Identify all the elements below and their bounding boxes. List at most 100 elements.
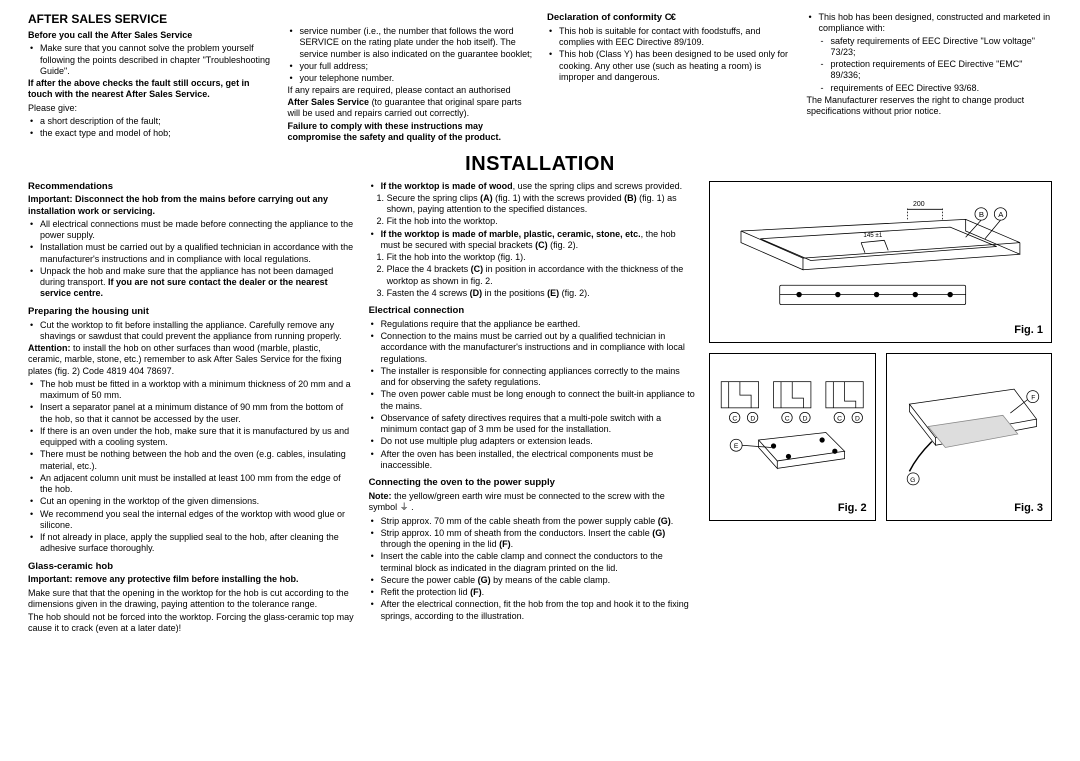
list-item: We recommend you seal the internal edges… <box>40 509 355 532</box>
installation-title: INSTALLATION <box>28 152 1052 177</box>
before-call-list: Make sure that you cannot solve the prob… <box>28 43 274 77</box>
figure-3: F G Fig. 3 <box>886 353 1052 521</box>
prep-list: The hob must be fitted in a worktop with… <box>28 379 355 555</box>
electrical-heading: Electrical connection <box>369 305 696 317</box>
elec-list: Regulations require that the appliance b… <box>369 319 696 471</box>
list-item: Regulations require that the appliance b… <box>381 319 696 330</box>
service-info-col: service number (i.e., the number that fo… <box>288 12 534 146</box>
list-item: This hob (Class Y) has been designed to … <box>559 49 793 83</box>
attention-para: Attention: to install the hob on other s… <box>28 343 355 377</box>
svg-text:C: C <box>733 415 738 422</box>
list-item: Strip approx. 70 mm of the cable sheath … <box>381 516 696 527</box>
wood-steps: Secure the spring clips (A) (fig. 1) wit… <box>369 193 696 228</box>
preparing-heading: Preparing the housing unit <box>28 306 355 318</box>
list-item: Fasten the 4 screws (D) in the positions… <box>387 288 696 299</box>
svg-text:B: B <box>979 210 984 219</box>
svg-text:145 ±1: 145 ±1 <box>864 232 883 239</box>
top-section: AFTER SALES SERVICE Before you call the … <box>28 12 1052 146</box>
failure-warning: Failure to comply with these instruction… <box>288 121 534 144</box>
list-item: Cut an opening in the worktop of the giv… <box>40 496 355 507</box>
service-list: service number (i.e., the number that fo… <box>288 26 534 84</box>
list-item: a short description of the fault; <box>40 116 274 127</box>
declaration-list: This hob is suitable for contact with fo… <box>547 26 793 83</box>
list-item: your full address; <box>300 61 534 72</box>
list-item: If the worktop is made of wood, use the … <box>381 181 696 192</box>
fig2-svg: C D C D C D <box>710 354 874 520</box>
figure-1: B A 200 145 ±1 Fig. 1 <box>709 181 1052 343</box>
list-item: Make sure that you cannot solve the prob… <box>40 43 274 77</box>
svg-text:C: C <box>837 415 842 422</box>
svg-text:200: 200 <box>913 201 925 208</box>
fig2-caption: Fig. 2 <box>838 502 867 516</box>
list-item: Observance of safety directives requires… <box>381 413 696 436</box>
after-sales-col: AFTER SALES SERVICE Before you call the … <box>28 12 274 146</box>
svg-text:C: C <box>785 415 790 422</box>
after-sales-heading: AFTER SALES SERVICE <box>28 12 274 27</box>
list-item: This hob is suitable for contact with fo… <box>559 26 793 49</box>
list-item: After the electrical connection, fit the… <box>381 599 696 622</box>
svg-text:D: D <box>803 415 808 422</box>
list-item: The hob must be fitted in a worktop with… <box>40 379 355 402</box>
please-give: Please give: <box>28 103 274 114</box>
stone-steps: Fit the hob into the worktop (fig. 1). P… <box>369 252 696 299</box>
list-item: The installer is responsible for connect… <box>381 366 696 389</box>
declaration-heading: Declaration of conformity C€ <box>547 12 793 24</box>
svg-text:E: E <box>734 443 739 450</box>
list-item: Fit the hob into the worktop. <box>387 216 696 227</box>
recommendations-heading: Recommendations <box>28 181 355 193</box>
install-col-2: If the worktop is made of wood, use the … <box>369 181 696 637</box>
compliance-list: This hob has been designed, constructed … <box>807 12 1053 94</box>
manufacturer-note: The Manufacturer reserves the right to c… <box>807 95 1053 118</box>
list-item: your telephone number. <box>300 73 534 84</box>
list-item: service number (i.e., the number that fo… <box>300 26 534 60</box>
list-item: safety requirements of EEC Directive "Lo… <box>831 36 1053 59</box>
list-item: Secure the spring clips (A) (fig. 1) wit… <box>387 193 696 216</box>
diagrams-col: B A 200 145 ±1 Fig. 1 <box>709 181 1052 637</box>
list-item: Strip approx. 10 mm of sheath from the c… <box>381 528 696 551</box>
glass-p2: The hob should not be forced into the wo… <box>28 612 355 635</box>
list-item: There must be nothing between the hob an… <box>40 449 355 472</box>
list-item: This hob has been designed, constructed … <box>819 12 1053 94</box>
list-item: Connection to the mains must be carried … <box>381 331 696 365</box>
svg-text:F: F <box>1031 394 1035 401</box>
glass-important: Important: remove any protective film be… <box>28 574 355 585</box>
fig3-caption: Fig. 3 <box>1014 502 1043 516</box>
svg-text:G: G <box>910 476 915 483</box>
list-item: After the oven has been installed, the e… <box>381 449 696 472</box>
list-item: Installation must be carried out by a qu… <box>40 242 355 265</box>
list-item: If the worktop is made of marble, plasti… <box>381 229 696 252</box>
install-col-1: Recommendations Important: Disconnect th… <box>28 181 355 637</box>
figure-2: C D C D C D <box>709 353 875 521</box>
conn-note: Note: the yellow/green earth wire must b… <box>369 491 696 514</box>
list-item: Insert a separator panel at a minimum di… <box>40 402 355 425</box>
compliance-col: This hob has been designed, constructed … <box>807 12 1053 146</box>
svg-text:D: D <box>855 415 860 422</box>
list-item: An adjacent column unit must be installe… <box>40 473 355 496</box>
fig-row: C D C D C D <box>709 353 1052 521</box>
installation-section: Recommendations Important: Disconnect th… <box>28 181 1052 637</box>
declaration-col: Declaration of conformity C€ This hob is… <box>547 12 793 146</box>
list-item: protection requirements of EEC Directive… <box>831 59 1053 82</box>
rec-important: Important: Disconnect the hob from the m… <box>28 194 355 217</box>
list-item: Place the 4 brackets (C) in position in … <box>387 264 696 287</box>
connecting-heading: Connecting the oven to the power supply <box>369 477 696 489</box>
list-item: Unpack the hob and make sure that the ap… <box>40 266 355 300</box>
fig1-svg: B A 200 145 ±1 <box>710 182 1051 342</box>
list-item: the exact type and model of hob; <box>40 128 274 139</box>
conn-list: Strip approx. 70 mm of the cable sheath … <box>369 516 696 622</box>
list-item: If not already in place, apply the suppl… <box>40 532 355 555</box>
please-give-list: a short description of the fault; the ex… <box>28 116 274 140</box>
list-item: Fit the hob into the worktop (fig. 1). <box>387 252 696 263</box>
list-item: If there is an oven under the hob, make … <box>40 426 355 449</box>
repairs-para: If any repairs are required, please cont… <box>288 85 534 119</box>
glass-p1: Make sure that that the opening in the w… <box>28 588 355 611</box>
if-fault-sub: If after the above checks the fault stil… <box>28 78 274 101</box>
fig3-svg: F G <box>887 354 1051 520</box>
list-item: Do not use multiple plug adapters or ext… <box>381 436 696 447</box>
list-item: The oven power cable must be long enough… <box>381 389 696 412</box>
before-call-sub: Before you call the After Sales Service <box>28 30 274 41</box>
list-item: Insert the cable into the cable clamp an… <box>381 551 696 574</box>
glass-heading: Glass-ceramic hob <box>28 561 355 573</box>
list-item: Cut the worktop to fit before installing… <box>40 320 355 343</box>
list-item: All electrical connections must be made … <box>40 219 355 242</box>
